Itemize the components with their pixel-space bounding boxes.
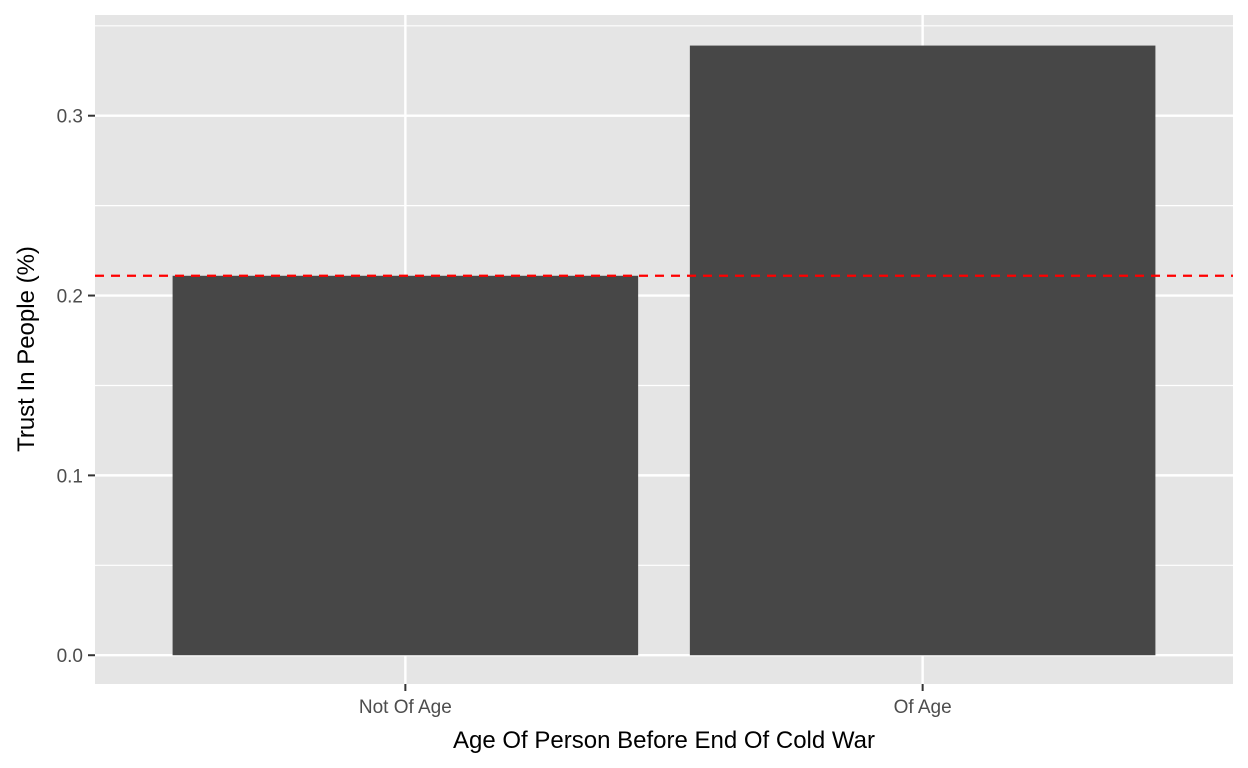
x-tick-label: Not Of Age bbox=[359, 697, 452, 718]
y-tick-label: 0.0 bbox=[57, 646, 83, 667]
x-tick-label: Of Age bbox=[894, 697, 952, 718]
y-axis-title: Trust In People (%) bbox=[13, 246, 40, 452]
y-tick-label: 0.2 bbox=[57, 287, 83, 308]
y-axis: 0.0 0.1 0.2 0.3 bbox=[57, 107, 95, 667]
bar bbox=[689, 45, 1156, 656]
x-axis: Not Of Age Of Age bbox=[359, 684, 952, 718]
x-axis-title: Age Of Person Before End Of Cold War bbox=[453, 727, 875, 754]
y-tick-label: 0.3 bbox=[57, 107, 83, 128]
y-tick-label: 0.1 bbox=[57, 466, 83, 487]
bar bbox=[172, 275, 639, 656]
bars bbox=[172, 45, 1156, 656]
